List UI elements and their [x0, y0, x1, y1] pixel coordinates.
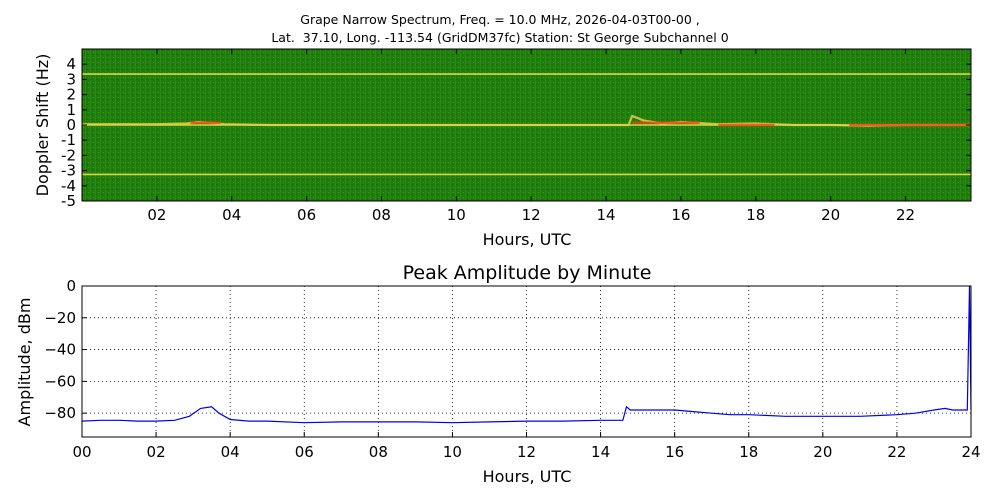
spectrogram-x-tick-label-3: 08	[372, 206, 391, 224]
spectrogram-y-tick-label-3: 1	[66, 101, 76, 119]
spectrogram-x-tick-label-6: 14	[596, 206, 615, 224]
spectrogram-y-tick-label-5: -1	[61, 131, 76, 149]
amplitude-y-tick-label-2: −40	[44, 341, 76, 359]
amplitude-x-tick-label-9: 18	[739, 443, 758, 461]
amplitude-series-line	[81, 285, 972, 424]
spectrogram-x-tick-label-10: 22	[896, 206, 915, 224]
spectrogram-y-tick-label-2: 2	[66, 86, 76, 104]
spectrogram-x-tick-label-0: 02	[147, 206, 166, 224]
amplitude-y-ticks: 0 −20 −40 −60 −80	[44, 277, 87, 422]
spectrogram-x-tick-label-9: 20	[821, 206, 840, 224]
spectrogram-y-tick-label-0: 4	[66, 55, 76, 73]
amplitude-chart-title: Peak Amplitude by Minute	[403, 262, 652, 284]
amplitude-y-tick-label-0: 0	[66, 277, 76, 295]
spectrogram-y-tick-label-7: -3	[61, 162, 76, 180]
amplitude-y-tick-label-4: −80	[44, 404, 76, 422]
amplitude-x-tick-label-5: 10	[443, 443, 462, 461]
spectrogram-x-axis-label: Hours, UTC	[483, 230, 572, 249]
amplitude-x-tick-label-6: 12	[517, 443, 536, 461]
spectrogram-x-tick-label-1: 04	[222, 206, 241, 224]
amplitude-x-tick-label-1: 02	[147, 443, 166, 461]
amplitude-x-ticks: 00 02 04 06 08 10 12 14 16 18 20 22 24	[72, 432, 981, 461]
amplitude-y-axis-label: Amplitude, dBm	[15, 298, 34, 427]
amplitude-y-tick-label-1: −20	[44, 309, 76, 327]
amplitude-x-tick-label-7: 14	[591, 443, 610, 461]
amplitude-x-tick-label-4: 08	[369, 443, 388, 461]
amplitude-y-tick-label-3: −60	[44, 372, 76, 390]
amplitude-x-tick-label-3: 06	[295, 443, 314, 461]
figure-title-line-1: Grape Narrow Spectrum, Freq. = 10.0 MHz,…	[300, 12, 700, 27]
figure-title-line-2: Lat. 37.10, Long. -113.54 (GridDM37fc) S…	[271, 30, 729, 45]
amplitude-x-tick-label-0: 00	[72, 443, 91, 461]
spectrogram-x-ticks: 02 04 06 08 10 12 14 16 18 20 22	[147, 49, 915, 224]
amplitude-x-tick-label-12: 24	[961, 443, 980, 461]
amplitude-grid	[82, 286, 971, 437]
spectrogram-y-tick-label-6: -2	[61, 146, 76, 164]
spectrogram-x-tick-label-8: 18	[746, 206, 765, 224]
spectrogram-x-tick-label-5: 12	[522, 206, 541, 224]
spectrogram-y-tick-label-4: 0	[66, 116, 76, 134]
amplitude-x-tick-label-10: 20	[813, 443, 832, 461]
spectrogram-y-tick-label-1: 3	[66, 70, 76, 88]
spectrogram-x-tick-label-7: 16	[671, 206, 690, 224]
amplitude-x-tick-label-2: 04	[221, 443, 240, 461]
spectrogram-y-axis-label: Doppler Shift (Hz)	[33, 54, 52, 197]
amplitude-x-axis-label: Hours, UTC	[483, 467, 572, 486]
spectrogram-y-tick-label-9: -5	[61, 192, 76, 210]
amplitude-plot-background	[82, 286, 971, 437]
spectrogram-x-tick-label-4: 10	[447, 206, 466, 224]
amplitude-x-tick-label-11: 22	[887, 443, 906, 461]
amplitude-panel: Peak Amplitude by Minute 00 02 04 06 08 10 12 1…	[15, 262, 981, 486]
amplitude-x-tick-label-8: 16	[665, 443, 684, 461]
spectrogram-y-tick-label-8: -4	[61, 177, 76, 195]
spectrogram-x-tick-label-2: 06	[297, 206, 316, 224]
spectrogram-doppler-trace	[82, 114, 971, 127]
